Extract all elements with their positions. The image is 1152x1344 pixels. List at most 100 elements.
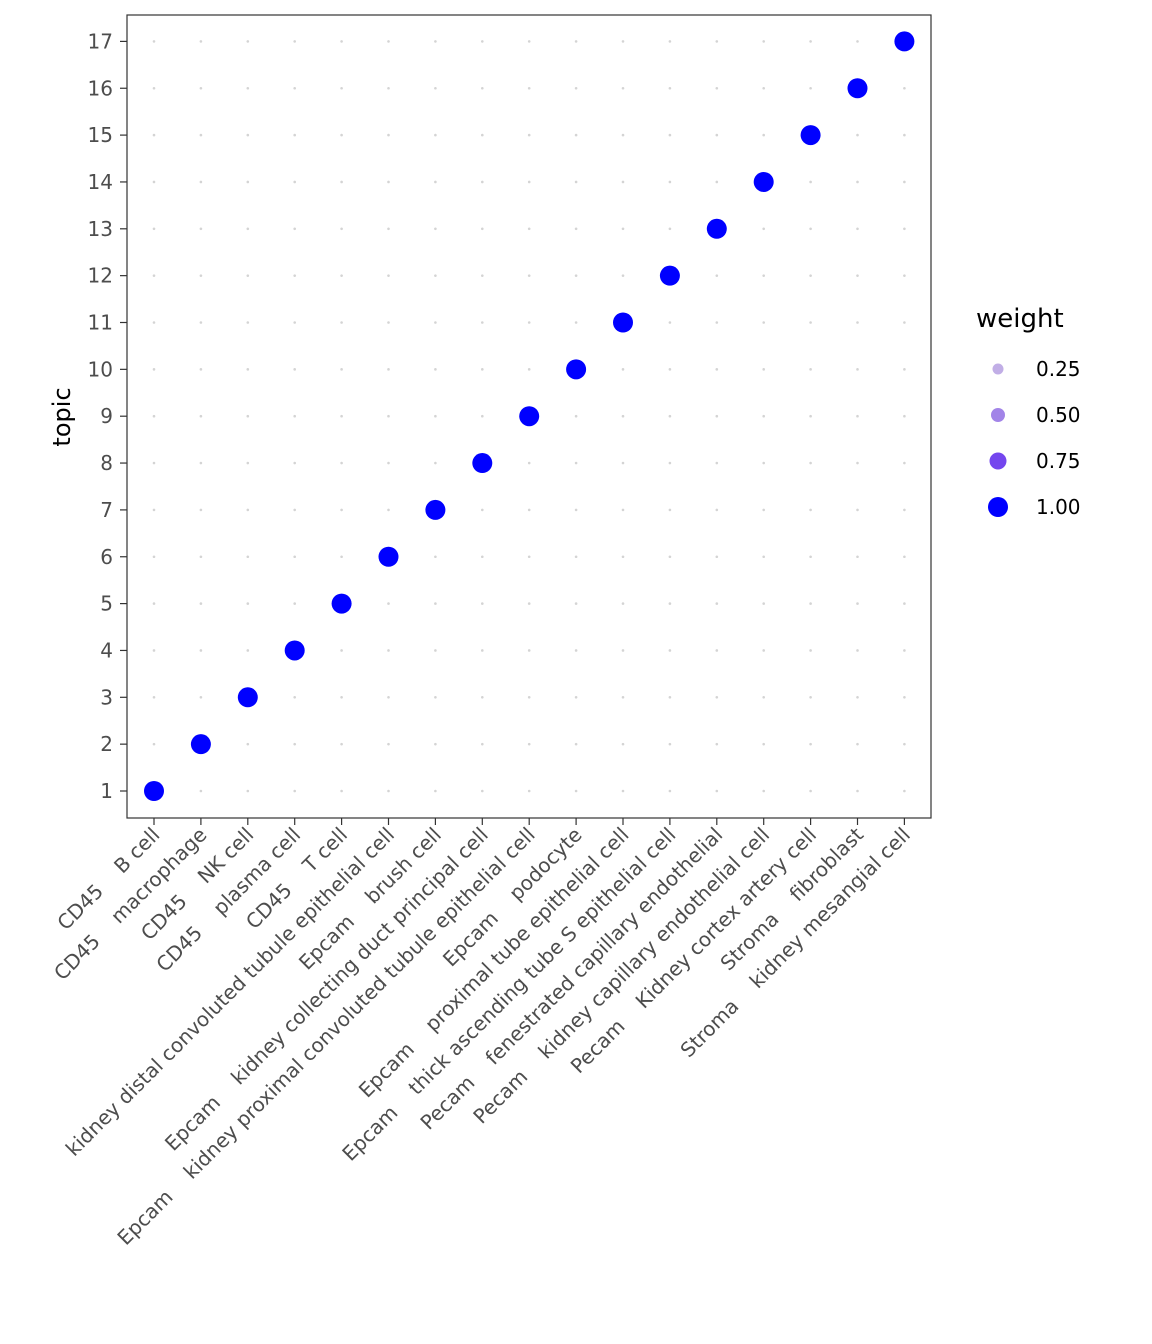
grid-dot — [481, 86, 484, 90]
grid-dot — [246, 649, 250, 652]
grid-dot — [434, 274, 437, 277]
grid-dot — [340, 461, 343, 465]
grid-dot — [715, 649, 719, 652]
grid-dot — [434, 227, 437, 231]
grid-dot — [481, 133, 484, 137]
grid-dot — [574, 742, 578, 746]
grid-dot — [340, 321, 343, 324]
grid-dot — [340, 649, 343, 652]
grid-dot — [715, 133, 719, 137]
grid-dot — [856, 368, 859, 371]
grid-dot — [434, 649, 437, 652]
grid-dot — [152, 40, 156, 43]
grid-dot — [199, 602, 203, 605]
grid-dot — [293, 368, 297, 371]
grid-dot — [246, 133, 250, 137]
grid-dot — [903, 508, 906, 512]
data-point — [378, 546, 399, 567]
grid-dot — [809, 602, 812, 605]
grid-dot — [527, 742, 531, 746]
grid-dot — [762, 274, 765, 277]
grid-dot — [621, 180, 625, 184]
y-tick-label: 4 — [100, 638, 113, 662]
grid-dot — [152, 508, 156, 512]
grid-dot — [527, 696, 531, 699]
grid-dot — [434, 602, 437, 605]
grid-dot — [152, 133, 156, 137]
grid-dot — [246, 368, 250, 371]
grid-dot — [621, 40, 625, 43]
grid-dot — [621, 368, 625, 371]
grid-dot — [246, 461, 250, 465]
grid-dot — [856, 274, 859, 277]
grid-dot — [152, 414, 156, 418]
grid-dot — [152, 321, 156, 324]
grid-dot — [152, 555, 156, 559]
y-tick-label: 6 — [100, 545, 113, 569]
grid-dot — [621, 742, 625, 746]
grid-dot — [152, 180, 156, 184]
grid-dot — [621, 696, 625, 699]
grid-dot — [481, 696, 484, 699]
grid-dot — [856, 696, 859, 699]
grid-dot — [340, 180, 343, 184]
grid-dot — [481, 789, 484, 793]
grid-dot — [715, 789, 719, 793]
grid-dot — [809, 321, 812, 324]
grid-dot — [715, 414, 719, 418]
y-tick-label: 11 — [88, 311, 113, 335]
grid-dot — [246, 227, 250, 231]
grid-dot — [481, 274, 484, 277]
grid-dot — [527, 40, 531, 43]
grid-dot — [856, 555, 859, 559]
grid-dot — [621, 227, 625, 231]
grid-dot — [856, 227, 859, 231]
grid-dot — [340, 40, 343, 43]
grid-dot — [527, 180, 531, 184]
legend-label: 0.25 — [1036, 357, 1081, 381]
legend-label: 0.50 — [1036, 403, 1081, 427]
grid-dot — [762, 414, 765, 418]
grid-dot — [434, 180, 437, 184]
grid-dot — [668, 414, 672, 418]
grid-dot — [715, 180, 719, 184]
grid-dot — [903, 86, 906, 90]
grid-dot — [762, 508, 765, 512]
grid-dot — [246, 321, 250, 324]
grid-dot — [434, 414, 437, 418]
grid-dot — [199, 274, 203, 277]
grid-dot — [293, 555, 297, 559]
grid-dot — [199, 414, 203, 418]
grid-dot — [809, 180, 812, 184]
grid-dot — [340, 274, 343, 277]
grid-dot — [434, 742, 437, 746]
grid-dot — [527, 321, 531, 324]
grid-dot — [574, 274, 578, 277]
y-tick-label: 13 — [88, 217, 113, 241]
grid-dot — [668, 40, 672, 43]
grid-dot — [856, 602, 859, 605]
grid-dot — [199, 461, 203, 465]
grid-dot — [903, 274, 906, 277]
grid-dot — [387, 508, 390, 512]
grid-dot — [668, 461, 672, 465]
grid-dot — [434, 696, 437, 699]
grid-dot — [387, 461, 390, 465]
grid-dot — [527, 508, 531, 512]
grid-dot — [293, 40, 297, 43]
grid-dot — [340, 227, 343, 231]
grid-dot — [574, 86, 578, 90]
grid-dot — [434, 555, 437, 559]
grid-dot — [856, 40, 859, 43]
grid-dot — [293, 742, 297, 746]
grid-dot — [621, 789, 625, 793]
grid-dot — [809, 696, 812, 699]
grid-dot — [574, 414, 578, 418]
grid-dot — [715, 40, 719, 43]
grid-dot — [340, 508, 343, 512]
y-tick-label: 12 — [88, 264, 113, 288]
data-point — [284, 640, 305, 661]
grid-dot — [527, 86, 531, 90]
grid-dot — [199, 40, 203, 43]
grid-dot — [903, 368, 906, 371]
